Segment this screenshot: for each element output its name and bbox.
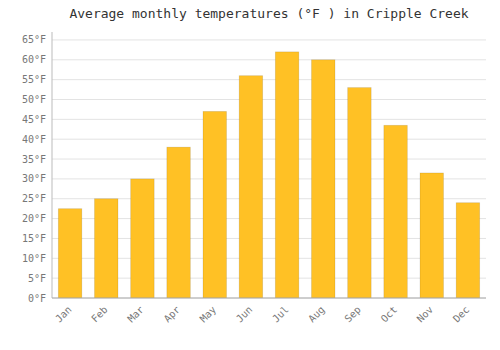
grid	[52, 40, 486, 298]
bar	[58, 209, 82, 298]
y-tick-label: 30°F	[22, 173, 46, 184]
x-tick-label: Aug	[306, 304, 327, 325]
x-tick-label: Oct	[379, 304, 400, 325]
bar	[167, 147, 191, 298]
y-tick-label: 35°F	[22, 154, 46, 165]
x-tick-label: Feb	[89, 304, 110, 325]
grid-line	[52, 119, 486, 120]
y-tick-label: 5°F	[28, 273, 46, 284]
x-tick-labels: Jan Feb Mar Apr May Jun Jul Aug Sep Oct Nov Dec	[53, 304, 471, 325]
y-tick-label: 45°F	[22, 114, 46, 125]
x-tick-label: Mar	[125, 304, 146, 325]
x-tick-label: Dec	[451, 304, 472, 325]
bar	[384, 125, 408, 298]
y-tick-labels: 0°F 5°F 10°F 15°F 20°F 25°F 30°F 35°F 40°F 45°F 50…	[22, 34, 46, 303]
bar	[94, 199, 118, 298]
x-tick-label: Nov	[415, 304, 436, 325]
bar	[348, 88, 372, 298]
x-axis	[52, 298, 486, 299]
title: Average monthly temperatures (°F ) in Cr…	[69, 6, 468, 21]
x-tick-label: May	[198, 304, 219, 325]
grid-line	[52, 39, 486, 40]
y-tick-label: 65°F	[22, 34, 46, 45]
bar	[275, 52, 299, 298]
grid-line	[52, 59, 486, 60]
grid-line	[52, 79, 486, 80]
bar	[203, 111, 227, 298]
x-tick-label: Jun	[234, 304, 255, 325]
bar	[420, 173, 444, 298]
y-tick-label: 0°F	[28, 293, 46, 304]
y-tick-label: 40°F	[22, 134, 46, 145]
x-tick-label: Sep	[342, 304, 363, 325]
bars	[58, 52, 479, 298]
y-tick-label: 60°F	[22, 54, 46, 65]
y-tick-label: 10°F	[22, 253, 46, 264]
y-axis	[52, 32, 53, 298]
x-tick-label: Jan	[53, 304, 74, 325]
bar	[456, 203, 480, 298]
bar	[311, 60, 335, 298]
grid-line	[52, 159, 486, 160]
y-tick-label: 15°F	[22, 233, 46, 244]
y-tick-label: 25°F	[22, 193, 46, 204]
y-tick-label: 55°F	[22, 74, 46, 85]
bar	[239, 76, 263, 298]
grid-line	[52, 139, 486, 140]
grid-line	[52, 298, 486, 299]
y-tick-label: 20°F	[22, 213, 46, 224]
grid-line	[52, 99, 486, 100]
chart: Average monthly temperatures (°F ) in Cr…	[0, 0, 500, 350]
bar	[131, 179, 155, 298]
y-tick-label: 50°F	[22, 94, 46, 105]
x-tick-label: Jul	[270, 304, 291, 325]
x-tick-label: Apr	[162, 304, 183, 325]
